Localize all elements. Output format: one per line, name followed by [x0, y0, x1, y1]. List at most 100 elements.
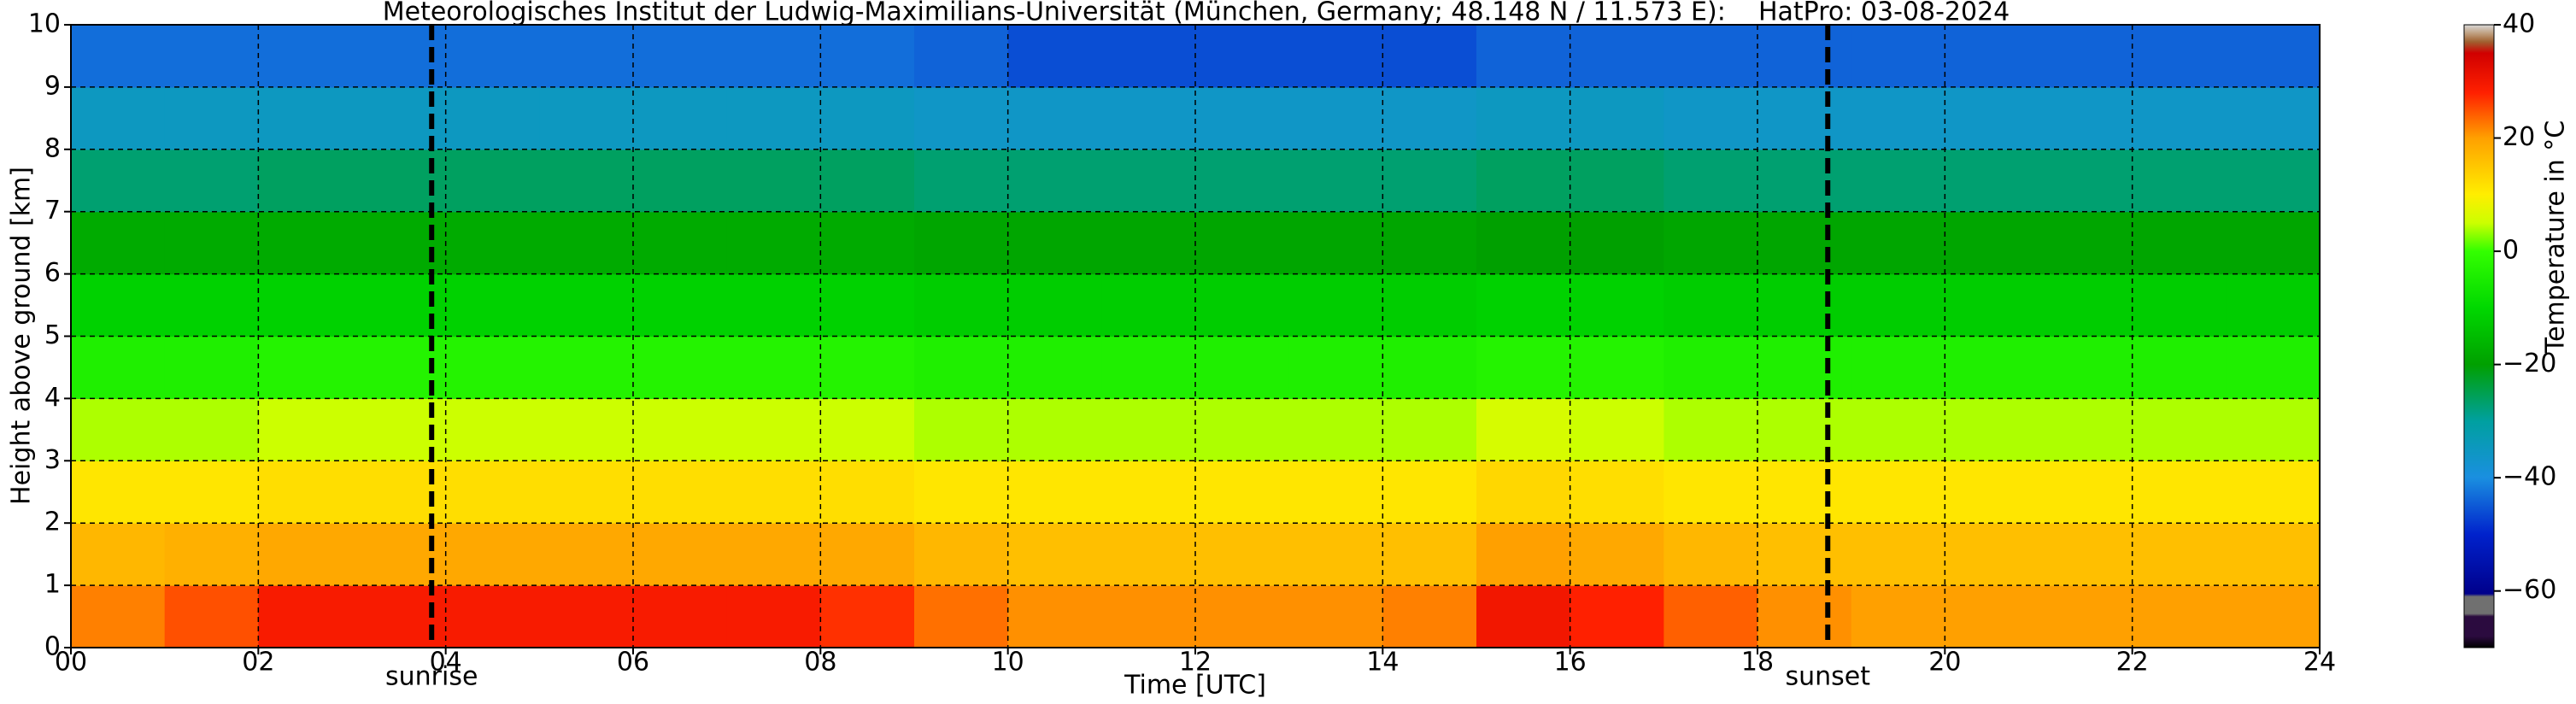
heatmap-cell [726, 461, 821, 524]
heatmap-cell [2132, 273, 2227, 337]
heatmap-cell [1288, 585, 1383, 648]
heatmap-cell [2039, 25, 2133, 88]
heatmap-cell [914, 86, 1009, 150]
heatmap-cell [445, 336, 540, 399]
y-tick-label: 9 [44, 71, 61, 101]
x-tick-label: 22 [2116, 648, 2149, 678]
heatmap-cell [820, 585, 915, 648]
heatmap-cell [820, 211, 915, 275]
heatmap-cell [445, 398, 540, 461]
heatmap-cell [1288, 86, 1383, 150]
heatmap-cell [726, 523, 821, 586]
y-tick-label: 4 [44, 383, 61, 413]
heatmap-cell [1476, 149, 1571, 213]
heatmap-cell [2039, 273, 2133, 337]
y-tick-label: 7 [44, 196, 61, 226]
heatmap-cell [2226, 523, 2321, 586]
heatmap-cell [1195, 273, 1290, 337]
heatmap-cell [726, 149, 821, 213]
heatmap-cell [258, 211, 353, 275]
heatmap-cell [1570, 25, 1664, 88]
heatmap-cell [1101, 461, 1196, 524]
heatmap-cell [258, 25, 353, 88]
heatmap-cell [1664, 461, 1758, 524]
heatmap-cell [1007, 211, 1102, 275]
heatmap-cell [914, 461, 1009, 524]
heatmap-cell [1851, 585, 1945, 648]
heatmap-cell [820, 398, 915, 461]
heatmap-cell [1945, 149, 2039, 213]
heatmap-cell [2132, 86, 2227, 150]
heatmap-cell [445, 273, 540, 337]
heatmap-cell [1664, 523, 1758, 586]
heatmap-cell [1664, 149, 1758, 213]
heatmap-cell [1945, 461, 2039, 524]
heatmap-cell [633, 585, 728, 648]
heatmap-cell [1851, 336, 1945, 399]
colorbar [2463, 24, 2495, 648]
heatmap-cell [1851, 86, 1945, 150]
heatmap-cell [1945, 25, 2039, 88]
heatmap-cell [2039, 211, 2133, 275]
heatmap-cell [1195, 25, 1290, 88]
heatmap-cell [914, 336, 1009, 399]
heatmap-cell [2226, 398, 2321, 461]
heatmap-cell [1851, 149, 1945, 213]
colorbar-tick-label: −20 [2503, 349, 2556, 378]
heatmap-cell [1664, 398, 1758, 461]
heatmap-cell [1757, 273, 1852, 337]
heatmap-cell [726, 585, 821, 648]
heatmap-cell [352, 211, 447, 275]
heatmap-cell [2226, 585, 2321, 648]
heatmap-cell [1851, 523, 1945, 586]
heatmap-cell [820, 149, 915, 213]
heatmap-cell [258, 86, 353, 150]
heatmap-cell [1851, 398, 1945, 461]
heatmap-cell [1288, 461, 1383, 524]
heatmap-cell [726, 25, 821, 88]
heatmap-cell [1757, 211, 1852, 275]
heatmap-cell [1851, 273, 1945, 337]
heatmap-cell [1570, 585, 1664, 648]
heatmap-cell [1195, 211, 1290, 275]
heatmap-cell [445, 211, 540, 275]
heatmap-cell [258, 149, 353, 213]
heatmap-cell [1382, 461, 1477, 524]
heatmap-cell [2226, 461, 2321, 524]
heatmap-cell [633, 149, 728, 213]
y-axis-label: Height above ground [km] [7, 167, 37, 505]
heatmap-cell [445, 523, 540, 586]
heatmap-cell [71, 523, 166, 586]
heatmap-cell [1382, 336, 1477, 399]
heatmap-cell [258, 273, 353, 337]
heatmap-cell [71, 25, 166, 88]
colorbar-tick-label: −60 [2503, 575, 2556, 605]
x-axis-label: Time [UTC] [1124, 671, 1266, 701]
y-tick-label: 0 [44, 632, 61, 662]
heatmap-cell [164, 273, 259, 337]
heatmap-cell [2132, 585, 2227, 648]
heatmap-cell [1664, 273, 1758, 337]
heatmap-cell [633, 398, 728, 461]
heatmap-cell [1195, 461, 1290, 524]
heatmap-cell [2132, 336, 2227, 399]
heatmap-cell [2039, 461, 2133, 524]
heatmap-cell [1007, 585, 1102, 648]
heatmap-cell [164, 461, 259, 524]
heatmap-cell [71, 149, 166, 213]
x-tick-label: 14 [1366, 648, 1399, 678]
heatmap-cell [1101, 398, 1196, 461]
y-tick-label: 5 [44, 320, 61, 350]
x-tick-label: 02 [242, 648, 274, 678]
heatmap-cell [1664, 86, 1758, 150]
heatmap-cell [1101, 336, 1196, 399]
y-tick-label: 1 [44, 570, 61, 600]
heatmap-cell [1101, 25, 1196, 88]
heatmap-cell [1945, 86, 2039, 150]
heatmap-cell [1757, 149, 1852, 213]
heatmap-cell [445, 585, 540, 648]
heatmap-cell [633, 461, 728, 524]
heatmap-cell [726, 211, 821, 275]
annotation-label: sunrise [385, 662, 478, 692]
